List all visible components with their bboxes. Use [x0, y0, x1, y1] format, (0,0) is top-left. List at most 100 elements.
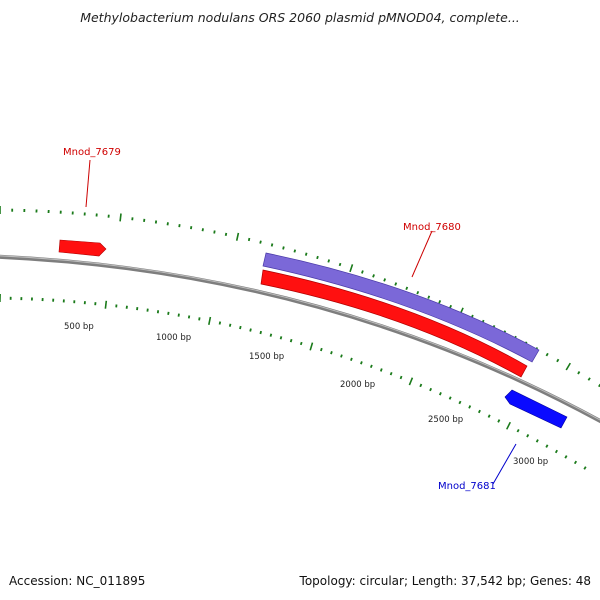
minor-tick — [198, 317, 201, 321]
minor-tick — [487, 414, 491, 418]
minor-tick — [213, 230, 216, 234]
minor-tick — [429, 387, 433, 392]
tick-labels: 500 bp 1000 bp 1500 bp 2000 bp 2500 bp 3… — [64, 322, 548, 467]
minor-tick — [279, 336, 283, 340]
minor-tick — [449, 304, 453, 309]
minor-tick — [573, 460, 578, 465]
minor-tick — [320, 347, 323, 352]
gene-label-leader — [492, 443, 517, 485]
minor-tick — [405, 286, 409, 291]
major-tick — [408, 377, 414, 386]
minor-tick — [340, 354, 343, 358]
minor-tick — [299, 341, 303, 346]
minor-tick — [389, 371, 393, 376]
minor-tick — [526, 433, 530, 438]
minor-tick — [316, 255, 319, 260]
minor-tick — [369, 364, 373, 369]
accession-text: Accession: NC_011895 — [9, 574, 145, 588]
minor-tick — [282, 246, 285, 250]
minor-tick — [545, 352, 549, 357]
minor-tick — [338, 262, 342, 267]
minor-tick — [497, 419, 501, 423]
minor-tick — [247, 237, 251, 242]
tick-label: 1000 bp — [156, 333, 191, 343]
minor-tick — [259, 240, 262, 244]
minor-tick — [583, 466, 587, 470]
major-tick — [309, 342, 314, 351]
minor-tick — [304, 252, 308, 256]
minor-tick — [249, 328, 252, 332]
minor-tick — [361, 270, 364, 274]
minor-tick — [289, 338, 293, 343]
gene-label-leader — [411, 230, 433, 278]
minor-tick — [224, 232, 228, 236]
tick-label: 1500 bp — [249, 352, 284, 362]
minor-tick — [190, 226, 193, 230]
minor-tick — [468, 405, 472, 409]
minor-tick — [427, 295, 431, 299]
minor-tick — [394, 282, 398, 286]
minor-tick — [228, 323, 232, 327]
gene-label[interactable]: Mnod_7679 — [63, 147, 121, 158]
minor-tick — [327, 259, 331, 263]
minor-tick — [239, 325, 242, 330]
minor-tick — [399, 375, 403, 380]
minor-tick — [259, 330, 262, 335]
gene-label[interactable]: Mnod_7680 — [403, 222, 461, 233]
minor-tick — [383, 278, 387, 282]
minor-tick — [564, 455, 568, 459]
minor-tick — [178, 224, 181, 228]
gene-arrow[interactable] — [58, 239, 107, 257]
inner-tick-ring — [0, 293, 587, 470]
gene-mnod-7681[interactable]: Mnod_7681 — [438, 389, 568, 492]
minor-tick — [372, 274, 375, 278]
minor-tick — [218, 321, 222, 325]
major-tick — [505, 421, 512, 430]
minor-tick — [554, 449, 558, 454]
minor-tick — [516, 428, 520, 433]
major-tick — [208, 316, 212, 325]
tick-label: 3000 bp — [513, 457, 548, 467]
gene-mnod-7680[interactable]: Mnod_7680 — [260, 222, 540, 378]
minor-tick — [477, 409, 481, 414]
minor-tick — [293, 249, 297, 253]
minor-tick — [177, 313, 180, 317]
minor-tick — [535, 439, 539, 443]
minor-tick — [416, 290, 420, 295]
tick-label: 500 bp — [64, 322, 94, 332]
major-tick — [104, 300, 108, 309]
minor-tick — [330, 351, 333, 355]
plasmid-backbone-highlight — [0, 255, 600, 421]
minor-tick — [166, 222, 169, 226]
minor-tick — [379, 368, 383, 372]
minor-tick — [350, 357, 353, 362]
major-tick — [119, 213, 122, 222]
minor-tick — [545, 444, 549, 448]
gene-label-leader — [85, 159, 91, 208]
major-tick — [349, 264, 354, 273]
minor-tick — [438, 392, 442, 396]
major-tick — [235, 232, 240, 241]
gene-label[interactable]: Mnod_7681 — [438, 481, 496, 492]
gene-mnod-7679[interactable]: Mnod_7679 — [58, 147, 121, 257]
minor-tick — [577, 371, 581, 375]
minor-tick — [438, 300, 442, 304]
plasmid-backbone — [0, 254, 600, 424]
tick-label: 2000 bp — [340, 380, 375, 390]
minor-tick — [419, 383, 423, 388]
map-title: Methylobacterium nodulans ORS 2060 plasm… — [80, 10, 520, 25]
minor-tick — [448, 396, 452, 400]
tick-label: 2500 bp — [428, 415, 463, 425]
minor-tick — [270, 243, 274, 247]
minor-tick — [458, 400, 462, 405]
gene-bar[interactable] — [260, 269, 528, 378]
minor-tick — [167, 311, 170, 315]
major-tick — [565, 362, 571, 371]
minor-tick — [556, 358, 560, 363]
gene-arrow[interactable] — [504, 389, 568, 429]
minor-tick — [187, 315, 191, 319]
minor-tick — [587, 377, 591, 381]
cds-bar[interactable] — [262, 252, 540, 363]
minor-tick — [269, 333, 273, 337]
